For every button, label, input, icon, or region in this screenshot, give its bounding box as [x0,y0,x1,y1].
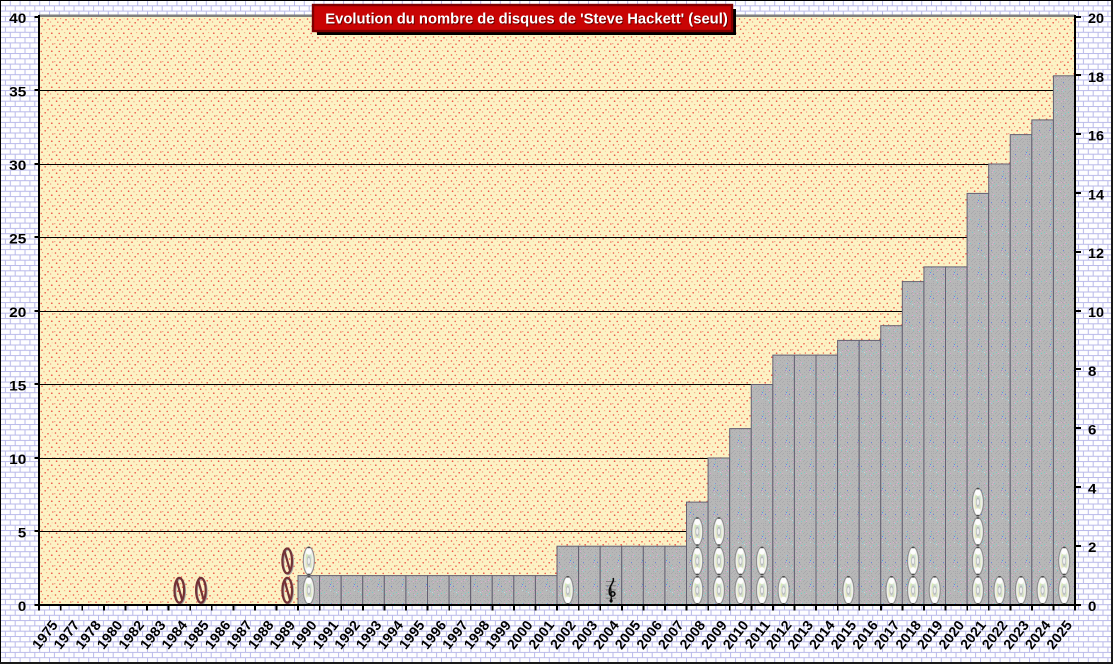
svg-text:10: 10 [1088,304,1104,320]
svg-text:25: 25 [9,231,26,247]
svg-text:8: 8 [1088,363,1097,379]
svg-text:0: 0 [1088,598,1097,614]
svg-text:40: 40 [9,10,26,26]
svg-text:20: 20 [9,304,26,320]
svg-text:2: 2 [1088,539,1097,555]
svg-text:Evolution du nombre de disques: Evolution du nombre de disques de 'Steve… [325,11,728,27]
svg-text:6: 6 [1088,422,1097,438]
svg-text:Evolution du nombre de disques: Evolution du nombre de disques de 'Steve… [326,12,729,28]
svg-text:12: 12 [1088,245,1104,261]
svg-text:4: 4 [1088,480,1097,496]
svg-text:20: 20 [1088,10,1104,26]
svg-text:18: 18 [1088,69,1104,85]
svg-text:15: 15 [9,378,26,394]
svg-text:30: 30 [9,157,26,173]
svg-text:35: 35 [9,84,26,100]
svg-text:10: 10 [9,451,26,467]
svg-text:16: 16 [1088,128,1104,144]
svg-text:0: 0 [18,598,27,614]
svg-text:14: 14 [1088,186,1104,202]
svg-text:5: 5 [18,525,27,541]
